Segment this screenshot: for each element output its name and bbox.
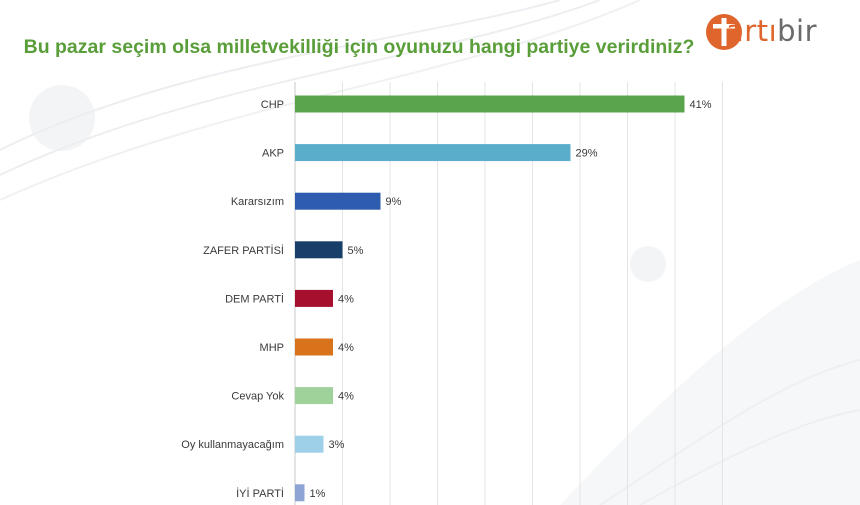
value-label: 4%: [338, 342, 354, 354]
logo-wordmark: artıbir: [726, 14, 817, 48]
bar: [295, 387, 333, 405]
category-labels: CHP AKP Kararsızım ZAFER PARTİSİ DEM PARTİ MH…: [181, 99, 284, 500]
value-label: 29%: [576, 148, 598, 160]
logo-prefix: artı: [726, 14, 778, 48]
bar: [295, 484, 305, 502]
value-label: 4%: [338, 391, 354, 403]
bar: [295, 192, 381, 210]
bar: [295, 241, 343, 259]
category-label: CHP: [261, 99, 284, 111]
category-label: Oy kullanmayacağım: [181, 439, 284, 451]
bar: [295, 144, 571, 162]
value-label: 4%: [338, 293, 354, 305]
category-label: Cevap Yok: [231, 391, 284, 403]
category-label: MHP: [260, 342, 284, 354]
value-label: 9%: [386, 196, 402, 208]
bar: [295, 95, 685, 113]
bar: [295, 435, 324, 453]
brand-logo: artıbir: [700, 0, 833, 64]
chart-title: Bu pazar seçim olsa milletvekilliği için…: [23, 36, 695, 58]
logo-suffix: bir: [777, 14, 818, 48]
value-labels: 41% 29% 9% 5% 4% 4% 4% 3% 1%: [310, 99, 712, 500]
value-label: 3%: [329, 439, 345, 451]
bar: [295, 289, 333, 307]
category-label: Kararsızım: [231, 196, 284, 208]
category-label: DEM PARTİ: [225, 292, 284, 305]
logo-circle-icon: [706, 14, 742, 50]
category-label: AKP: [262, 148, 284, 160]
bar: [295, 338, 333, 356]
bars: [295, 95, 685, 502]
value-label: 41%: [690, 99, 712, 111]
category-label: ZAFER PARTİSİ: [203, 244, 284, 257]
value-label: 1%: [310, 488, 326, 500]
category-label: İYİ PARTİ: [236, 487, 284, 500]
value-label: 5%: [348, 245, 364, 257]
